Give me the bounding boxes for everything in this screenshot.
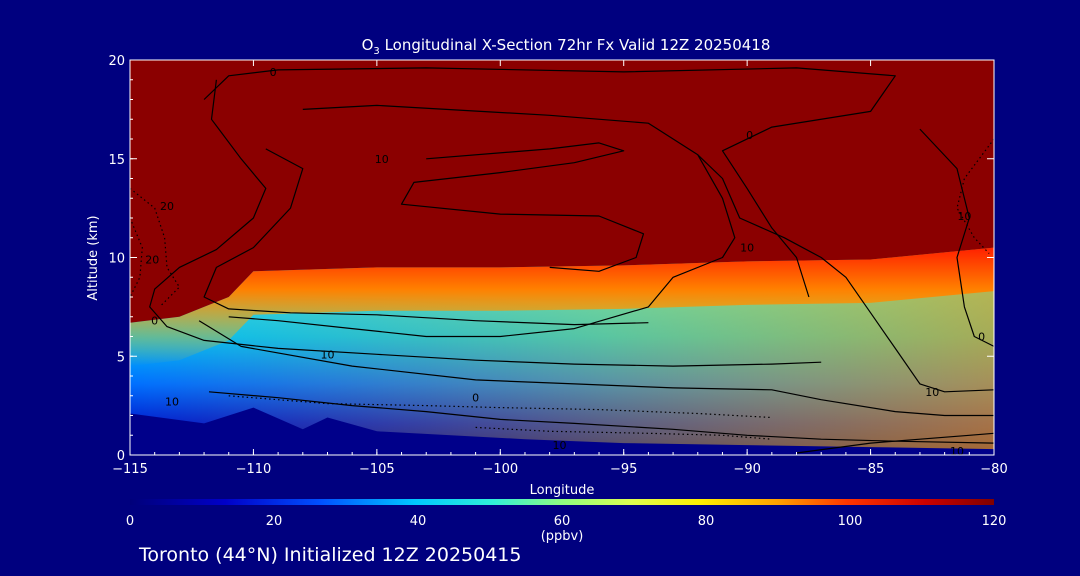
- contour-label: 10: [925, 386, 939, 399]
- contour-c-left-outer: [149, 79, 822, 367]
- y-tick-label: 20: [108, 54, 125, 69]
- contour-c-dot-left-1: [130, 187, 180, 308]
- ozone-contours: [130, 67, 994, 454]
- contour-label: 10: [320, 348, 334, 361]
- y-tick-label: 15: [108, 153, 125, 168]
- x-tick-label: −85: [857, 462, 884, 477]
- terrain-surface: [130, 407, 994, 455]
- colorbar-tick-label: 120: [982, 514, 1007, 529]
- contour-c-dot-low-1: [228, 395, 772, 419]
- contour-c-inner-ring: [400, 142, 645, 272]
- chart-title: O3 Longitudinal X-Section 72hr Fx Valid …: [362, 36, 771, 57]
- colorbar-gradient: [130, 499, 994, 505]
- x-tick-label: −95: [610, 462, 637, 477]
- y-tick-label: 10: [108, 252, 125, 267]
- colorbar-tick-label: 60: [554, 514, 571, 529]
- contour-label: 10: [957, 210, 971, 223]
- contour-label: 0: [151, 315, 158, 328]
- colorbar-tick-label: 100: [838, 514, 863, 529]
- contour-label: 0: [270, 66, 277, 79]
- x-tick-label: −110: [236, 462, 272, 477]
- contour-label: 10: [375, 153, 389, 166]
- y-axis: 0 5 10 15 20: [108, 54, 994, 464]
- colorbar-tick-label: 20: [266, 514, 283, 529]
- colorbar-unit-label: (ppbv): [541, 529, 584, 544]
- tropopause-transition-band: [130, 247, 994, 367]
- ozone-concentration-field: 0 10 0 20 20 10 10 0 10 0 0 10 10 10 10: [130, 60, 994, 458]
- colorbar-tick-label: 80: [698, 514, 715, 529]
- contour-label: 10: [553, 439, 567, 452]
- y-axis-label: Altitude (km): [86, 215, 101, 300]
- x-tick-label: −90: [733, 462, 760, 477]
- contour-label: 20: [145, 253, 159, 266]
- x-tick-label: −115: [112, 462, 148, 477]
- colorbar-tick-label: 0: [126, 514, 134, 529]
- y-tick-label: 0: [117, 449, 125, 464]
- contour-c-mid-low: [198, 320, 994, 417]
- contour-label: 0: [472, 392, 479, 405]
- contour-c-low-2: [796, 432, 994, 454]
- contour-c0-upper: [203, 67, 896, 298]
- location-initialization-annotation: Toronto (44°N) Initialized 12Z 20250415: [138, 544, 522, 566]
- colorbar: 0 20 40 60 80 100 120 (ppbv): [126, 499, 1007, 544]
- contour-label: 10: [165, 396, 179, 409]
- contour-label: 10: [740, 242, 754, 255]
- contour-c10-left: [203, 148, 649, 326]
- colorbar-ticks: 0 20 40 60 80 100 120: [126, 514, 1007, 529]
- x-tick-label: −80: [980, 462, 1007, 477]
- x-axis: −115 −110 −105 −100 −95 −90 −85 −80: [112, 60, 1008, 477]
- contour-c-right-vertical: [919, 128, 994, 347]
- contour-c-dot-right: [956, 138, 994, 254]
- contour-label: 0: [746, 129, 753, 142]
- contour-label: 10: [950, 445, 964, 458]
- colorbar-tick-label: 40: [410, 514, 427, 529]
- y-tick-label: 5: [117, 350, 125, 365]
- contour-c-low-1: [208, 391, 994, 444]
- x-tick-label: −105: [359, 462, 395, 477]
- x-tick-label: −100: [482, 462, 518, 477]
- contour-label: 0: [978, 331, 985, 344]
- contour-label: 20: [160, 200, 174, 213]
- contour-c10-right: [697, 154, 994, 393]
- contour-c-dot-left-2: [130, 217, 143, 298]
- x-axis-label: Longitude: [530, 483, 595, 498]
- contour-labels: 0 10 0 20 20 10 10 0 10 0 0 10 10 10 10: [145, 66, 985, 458]
- contour-c0-mid: [228, 104, 736, 338]
